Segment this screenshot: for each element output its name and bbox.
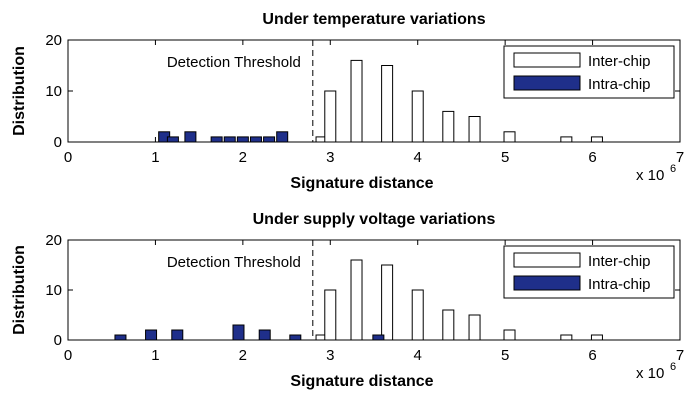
y-tick-label: 10 — [45, 83, 62, 100]
x-multiplier-exponent: 6 — [670, 361, 676, 373]
legend-swatch — [513, 252, 581, 268]
threshold-label: Detection Threshold — [167, 254, 301, 271]
inter-chip-bar — [411, 289, 424, 341]
intra-chip-bar — [372, 334, 385, 341]
x-tick-label: 6 — [588, 347, 596, 364]
chart-panel-1: Under temperature variations 0 10 20 0 1 2 3 4 5 6… — [11, 11, 684, 192]
inter-chip-bar — [350, 259, 363, 341]
intra-chip-bar — [258, 329, 271, 341]
legend-swatch — [513, 275, 581, 291]
x-multiplier: x 10 6 — [636, 361, 676, 382]
intra-chip-bar — [114, 334, 127, 341]
x-tick-label: 5 — [501, 149, 509, 166]
x-tick-label: 3 — [326, 149, 334, 166]
inter-chip-bar — [503, 329, 516, 341]
x-tick-label: 0 — [64, 347, 72, 364]
inter-chip-bar — [590, 334, 603, 341]
legend-swatch — [513, 75, 581, 91]
intra-chip-bar — [184, 131, 197, 143]
chart-panel-2: Under supply voltage variations 0 10 20 0 1 2 3… — [11, 211, 684, 390]
inter-chip-bar — [560, 334, 573, 341]
intra-chip-bar — [223, 136, 236, 143]
y-tick-label: 0 — [54, 134, 62, 151]
x-multiplier-base: x 10 — [636, 167, 664, 184]
x-tick-label: 4 — [414, 347, 422, 364]
inter-chip-bar — [381, 264, 394, 341]
x-multiplier: x 10 6 — [636, 163, 676, 184]
inter-chip-bar — [324, 90, 337, 143]
legend-swatch — [513, 52, 581, 68]
inter-chip-bar — [442, 110, 455, 143]
inter-chip-bar — [560, 136, 573, 143]
chart-title: Under supply voltage variations — [253, 211, 496, 228]
intra-chip-bar — [232, 324, 245, 341]
inter-chip-bar — [590, 136, 603, 143]
legend-entry: Inter-chip — [588, 53, 651, 70]
threshold-label: Detection Threshold — [167, 54, 301, 71]
intra-chip-bar — [276, 131, 289, 143]
intra-chip-bar — [210, 136, 223, 143]
intra-chip-bar — [166, 136, 179, 143]
inter-chip-bar — [324, 289, 337, 341]
legend-entry: Inter-chip — [588, 253, 651, 270]
y-axis-label: Distribution — [11, 46, 28, 136]
x-tick-label: 0 — [64, 149, 72, 166]
x-multiplier-exponent: 6 — [670, 163, 676, 175]
intra-chip-bar — [263, 136, 276, 143]
x-tick-label: 6 — [588, 149, 596, 166]
x-tick-label: 1 — [151, 347, 159, 364]
inter-chip-bar — [350, 59, 363, 143]
y-tick-label: 10 — [45, 282, 62, 299]
intra-chip-bar — [171, 329, 184, 341]
inter-chip-bar — [411, 90, 424, 143]
x-tick-label: 5 — [501, 347, 509, 364]
y-axis-label: Distribution — [11, 245, 28, 335]
x-tick-label: 3 — [326, 347, 334, 364]
legend-entry: Intra-chip — [588, 276, 651, 293]
y-tick-label: 20 — [45, 32, 62, 49]
intra-chip-bar — [249, 136, 262, 143]
x-tick-label: 1 — [151, 149, 159, 166]
x-tick-label: 7 — [676, 149, 684, 166]
x-axis-label: Signature distance — [290, 373, 433, 390]
x-tick-label: 7 — [676, 347, 684, 364]
chart-title: Under temperature variations — [262, 11, 485, 28]
intra-chip-bar — [289, 334, 302, 341]
legend: Inter-chip Intra-chip — [503, 45, 675, 99]
x-axis-label: Signature distance — [290, 175, 433, 192]
inter-chip-bar — [468, 314, 481, 341]
x-tick-label: 2 — [239, 347, 247, 364]
legend: Inter-chip Intra-chip — [503, 245, 675, 299]
x-tick-label: 2 — [239, 149, 247, 166]
legend-entry: Intra-chip — [588, 76, 651, 93]
x-multiplier-base: x 10 — [636, 365, 664, 382]
inter-chip-bar — [442, 309, 455, 341]
inter-chip-bar — [468, 116, 481, 143]
y-tick-label: 20 — [45, 232, 62, 249]
intra-chip-bar — [145, 329, 158, 341]
inter-chip-bar — [503, 131, 516, 143]
x-tick-label: 4 — [414, 149, 422, 166]
intra-chip-bar — [236, 136, 249, 143]
y-tick-label: 0 — [54, 332, 62, 349]
inter-chip-bar — [381, 65, 394, 143]
